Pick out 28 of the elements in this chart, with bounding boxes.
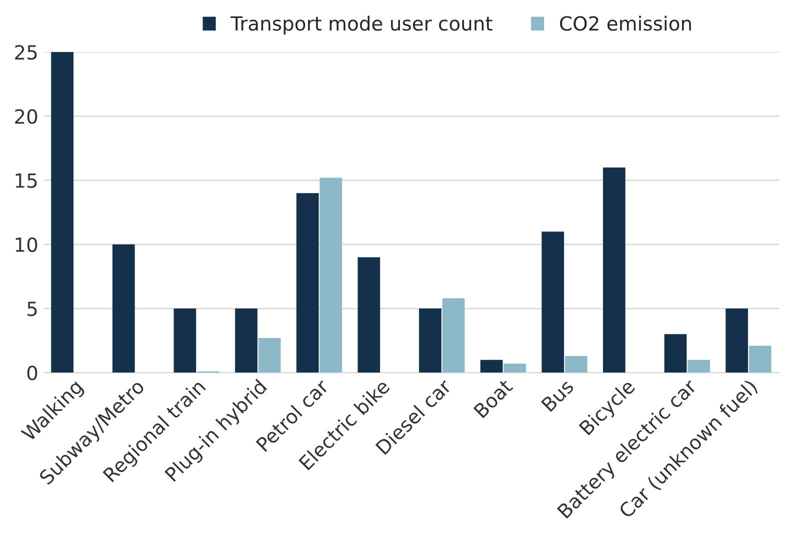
bar xyxy=(688,360,710,373)
bar xyxy=(174,308,196,373)
bar xyxy=(664,334,687,373)
y-tick-label: 15 xyxy=(16,174,37,188)
bar xyxy=(296,193,319,373)
bar xyxy=(51,52,74,373)
legend-label: CO2 emission xyxy=(560,16,691,31)
y-tick-label: 25 xyxy=(15,45,37,60)
bar xyxy=(726,308,748,373)
bar xyxy=(564,356,588,373)
y-tick-label: 10 xyxy=(16,237,38,252)
bar xyxy=(442,298,465,373)
bar xyxy=(504,364,526,373)
y-tick-label: 5 xyxy=(28,302,37,316)
bar xyxy=(258,338,281,373)
bar xyxy=(112,244,135,373)
bar xyxy=(320,178,342,373)
bar xyxy=(419,308,442,373)
bar xyxy=(602,167,626,373)
x-tick-label: Bus xyxy=(540,378,574,412)
bar xyxy=(542,232,564,373)
bar xyxy=(748,346,772,373)
y-tick-label: 0 xyxy=(27,366,38,380)
bar xyxy=(358,257,380,373)
bar xyxy=(235,308,258,373)
y-tick-label: 20 xyxy=(15,109,38,124)
bar xyxy=(480,360,503,373)
legend-label: Transport mode user count xyxy=(230,16,492,35)
